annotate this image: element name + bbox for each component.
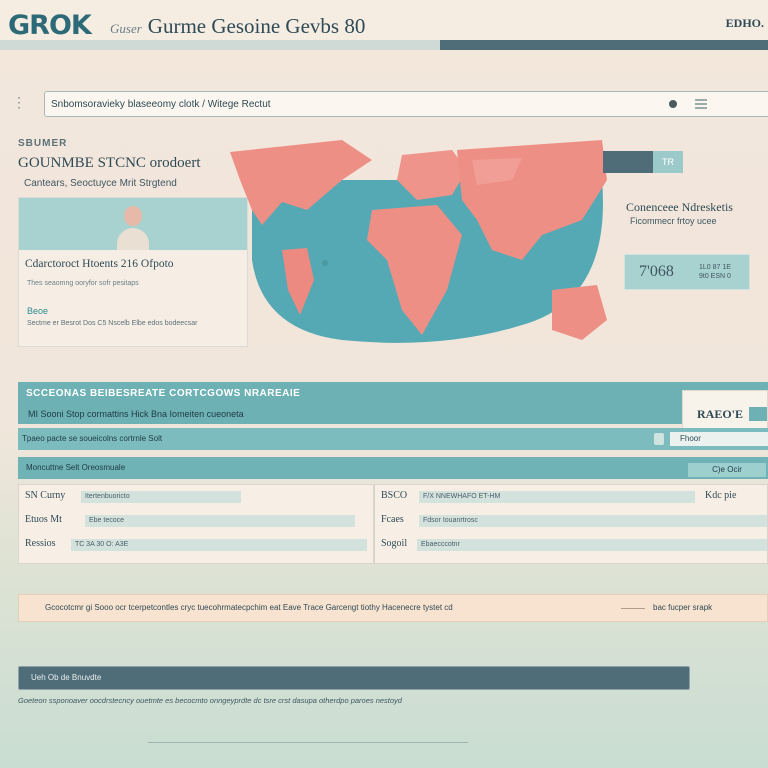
- table-row[interactable]: Fcaes Fdsor Iouanrtrosc: [375, 511, 767, 531]
- search-status-icon[interactable]: [669, 100, 677, 108]
- table-row[interactable]: Sogoil Ebaecccotnr: [375, 535, 767, 555]
- search-bar: [44, 91, 768, 117]
- table-row-label: Fcaes: [381, 514, 404, 525]
- info-card[interactable]: Cdarctoroct Htoents 216 Ofpoto Thes seao…: [18, 197, 248, 347]
- app-logo[interactable]: GROK: [8, 10, 92, 41]
- section-subtitle: MI Sooni Stop cormattins Hick Bna Iomeit…: [28, 409, 244, 419]
- app-title: Guser Gurme Gesoine Gevbs 80: [110, 14, 365, 39]
- table-row[interactable]: Ressios TC 3A 30 O: A3E: [19, 535, 373, 555]
- stats-card[interactable]: 7'068 1L0 87 1E 9t0 ESN 0: [624, 254, 750, 290]
- flag-icon: [749, 407, 767, 421]
- map-continent-africa: [367, 205, 462, 335]
- search-input[interactable]: [51, 94, 611, 114]
- bottom-bar-label: Ueh Ob de Bnuvdte: [31, 673, 102, 682]
- world-map[interactable]: [222, 140, 642, 365]
- map-badge-label: TR: [653, 151, 683, 173]
- stats-subtitle: Ficommecr frtoy ucee: [630, 216, 717, 226]
- info-title: GOUNMBE STCNC orodoert: [18, 155, 201, 171]
- filter-row: Moncuttne Selt Oreosmuale C)e Ocir: [18, 457, 768, 479]
- table-row-label: BSCO: [381, 490, 408, 501]
- map-continent-australia: [552, 285, 607, 340]
- info-card-link[interactable]: Beoe: [27, 306, 49, 316]
- stats-unit-line-1: 1L0 87 1E: [699, 264, 731, 271]
- info-subtitle: Cantears, Seoctuyce Mrit Strgtend: [24, 178, 177, 189]
- info-card-description: Thes seaomng ooryfor sofr pesitaps: [27, 280, 139, 287]
- map-continent-north-america: [230, 140, 372, 225]
- table-row-label: Etuos Mt: [25, 514, 62, 525]
- notice-text: Gcocotcmr gi Sooo ocr tcerpetcontles cry…: [45, 603, 453, 612]
- details-table-left: SN Curny Itertenbuoricto Etuos Mt Ebe te…: [18, 484, 374, 564]
- map-continent-south-america: [282, 248, 314, 315]
- table-row-value: Itertenbuoricto: [81, 491, 241, 503]
- stats-unit: 1L0 87 1E 9t0 ESN 0: [699, 263, 747, 281]
- map-continent-europe: [397, 150, 467, 200]
- table-row[interactable]: BSCO F/X NNEWHAFO ET-HM Kdc pie: [375, 487, 767, 507]
- header-right-label[interactable]: EDHO.: [725, 16, 764, 30]
- filter-label: Moncuttne Selt Oreosmuale: [26, 463, 126, 472]
- result-card-label: RAEO'E: [697, 407, 744, 421]
- header-divider: [0, 40, 768, 50]
- result-card[interactable]: RAEO'E: [682, 390, 768, 432]
- section-toolbar: Tpaeo pacte se soueicolns cortrnle Solt …: [18, 428, 768, 450]
- section-title: SCCEONAS BEIBESREATE CORTCGOWS NRAREAIE: [26, 388, 301, 399]
- header-divider-accent: [440, 40, 768, 50]
- bottom-action-bar[interactable]: Ueh Ob de Bnuvdte: [18, 666, 690, 690]
- table-row-label: SN Curny: [25, 490, 66, 501]
- app-title-text: Gurme Gesoine Gevbs 80: [147, 14, 366, 38]
- table-row-label: Ressios: [25, 538, 56, 549]
- stats-title: Conenceee Ndresketis: [626, 200, 733, 214]
- app-subtitle: Guser: [110, 21, 142, 36]
- map-badge[interactable]: TR: [603, 151, 683, 173]
- table-row[interactable]: SN Curny Itertenbuoricto: [19, 487, 373, 507]
- map-badge-bar: [603, 151, 653, 173]
- stats-unit-line-2: 9t0 ESN 0: [699, 273, 731, 280]
- filter-chip[interactable]: C)e Ocir: [688, 463, 766, 477]
- info-eyebrow: SBUMER: [18, 138, 68, 149]
- table-row-value: TC 3A 30 O: A3E: [71, 539, 367, 551]
- bottom-caption: Goeteon ssponoaver oocdrstecncy ouetmte …: [18, 696, 402, 705]
- section-header: SCCEONAS BEIBESREATE CORTCGOWS NRAREAIE …: [18, 382, 768, 424]
- search-menu-icon[interactable]: [695, 97, 707, 111]
- table-column-label: Kdc pie: [705, 490, 737, 501]
- table-row-value: Fdsor Iouanrtrosc: [419, 515, 767, 527]
- table-row-value: Ebe tecoce: [85, 515, 355, 527]
- sidebar-toggle-icon[interactable]: ⋮: [12, 94, 26, 110]
- notice-banner: Gcocotcmr gi Sooo ocr tcerpetcontles cry…: [18, 594, 768, 622]
- notice-link[interactable]: bac fucper srapk: [653, 603, 713, 612]
- table-row[interactable]: Etuos Mt Ebe tecoce: [19, 511, 373, 531]
- table-row-label: Sogoil: [381, 538, 408, 549]
- info-card-meta: Sectme er Besrot Dos C5 Nscelb Elbe edos…: [27, 320, 198, 327]
- bottom-divider: [148, 742, 468, 743]
- map-land-shade: [472, 158, 522, 185]
- table-row-value: Ebaecccotnr: [417, 539, 767, 551]
- toolbar-label: Tpaeo pacte se soueicolns cortrnle Solt: [22, 434, 163, 443]
- notice-divider: [621, 608, 645, 609]
- toolbar-button[interactable]: Fhoor: [670, 432, 768, 446]
- avatar: [115, 204, 151, 250]
- info-card-heading: Cdarctoroct Htoents 216 Ofpoto: [25, 258, 174, 270]
- stats-value: 7'068: [639, 263, 674, 280]
- table-row-value: F/X NNEWHAFO ET-HM: [419, 491, 695, 503]
- map-island-marker: [322, 260, 328, 266]
- toolbar-toggle[interactable]: [654, 433, 664, 445]
- details-table-right: BSCO F/X NNEWHAFO ET-HM Kdc pie Fcaes Fd…: [374, 484, 768, 564]
